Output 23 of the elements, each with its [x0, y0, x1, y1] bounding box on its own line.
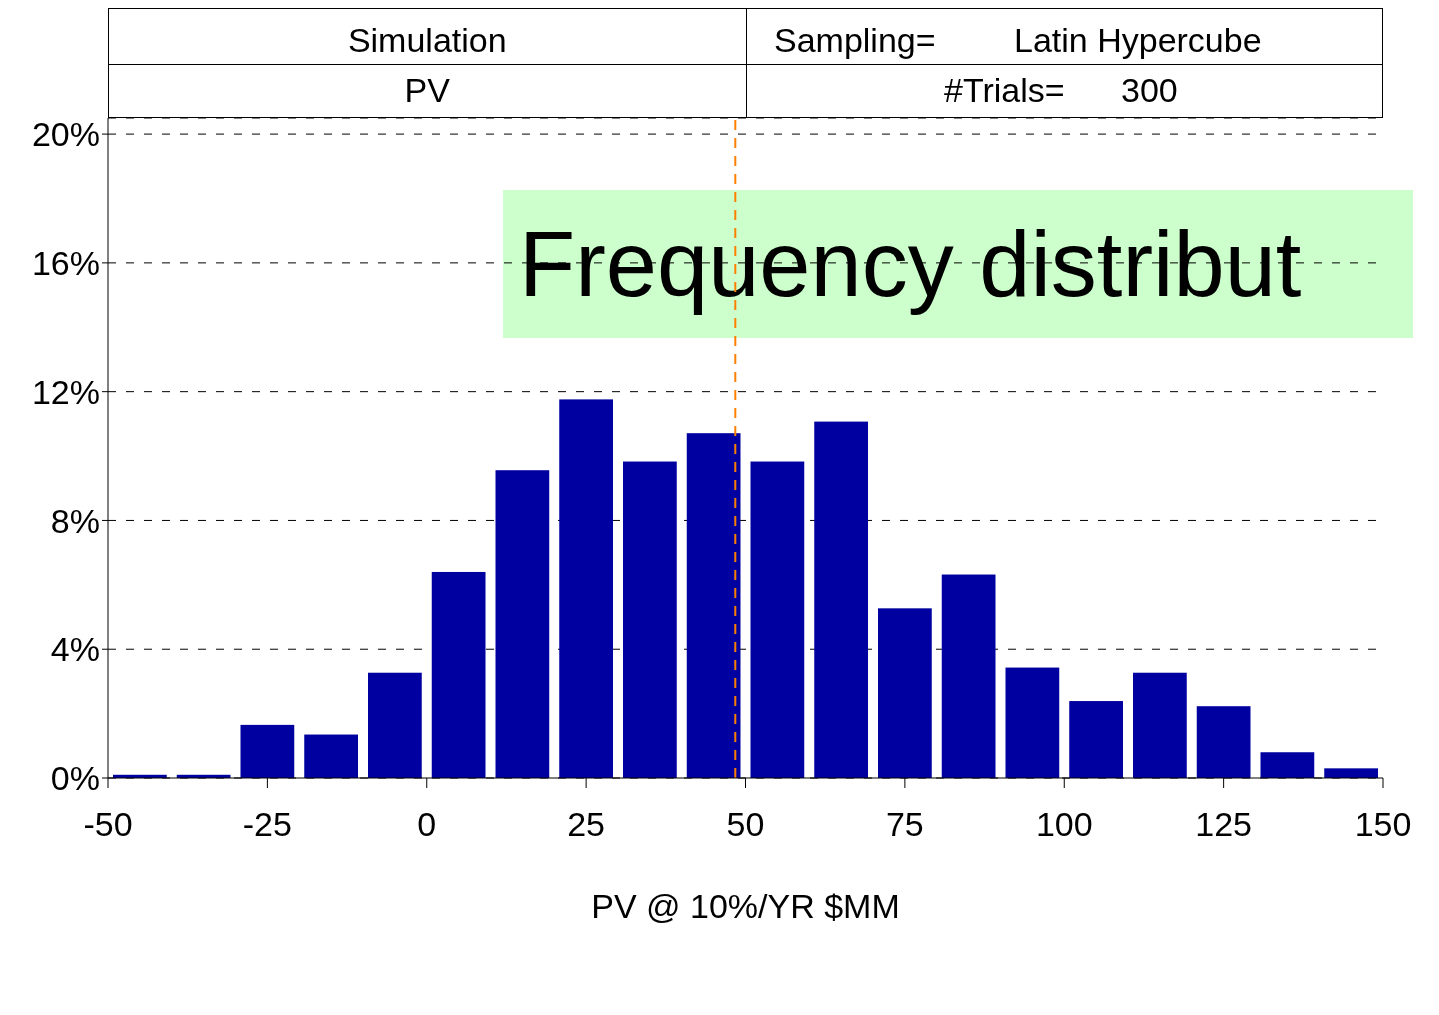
y-tick-label: 16% [31, 243, 100, 282]
y-tick-label: 8% [50, 501, 100, 540]
text: Frequency distribut [519, 212, 1302, 317]
y-tick-label: 0% [50, 759, 100, 798]
x-tick-label: 100 [1035, 805, 1093, 844]
text: Latin Hypercube [1014, 21, 1262, 60]
x-tick-label: 25 [567, 805, 606, 844]
x-tick-label: 150 [1354, 805, 1412, 844]
text: 300 [1121, 71, 1178, 110]
y-tick-label: 4% [50, 630, 100, 669]
y-tick-label: 20% [31, 115, 100, 154]
x-tick-label: 75 [885, 805, 924, 844]
x-axis-title: PV @ 10%/YR $MM [591, 887, 900, 925]
text: Simulation [346, 21, 508, 60]
x-tick-label: -25 [242, 805, 292, 844]
text: PV [403, 71, 451, 110]
text: #Trials= [944, 71, 1065, 110]
text: Sampling= [774, 21, 936, 60]
x-tick-label: -50 [83, 805, 133, 844]
y-tick-label: 12% [31, 372, 100, 411]
x-tick-label: 125 [1195, 805, 1252, 844]
x-tick-label: 50 [726, 805, 765, 844]
x-tick-label: 0 [417, 805, 437, 844]
